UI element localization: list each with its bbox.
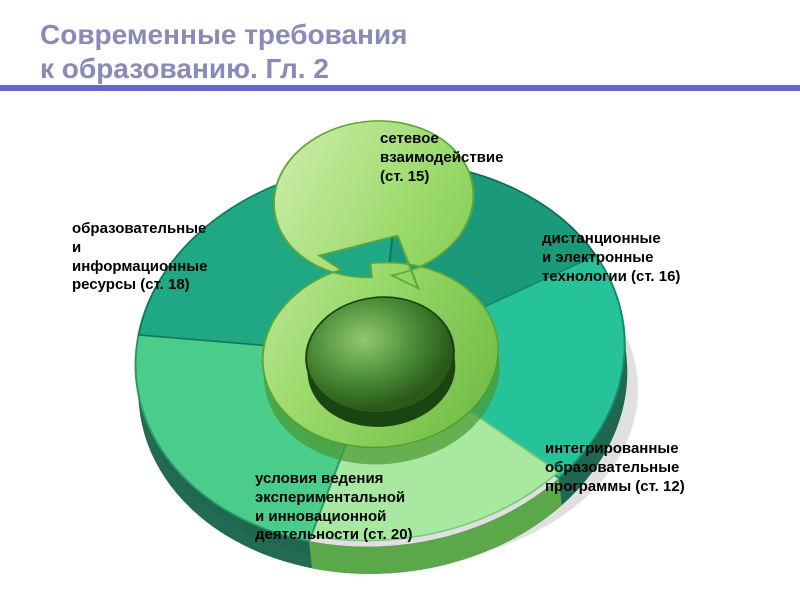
header-bar <box>0 85 800 91</box>
label-integ: интегрированныеобразовательныепрограммы … <box>545 440 685 496</box>
label-edu: образовательныеиинформационныересурсы (с… <box>72 220 207 295</box>
cycle-diagram: сетевоевзаимодействие(ст. 15) дистанцион… <box>50 100 750 580</box>
label-dist: дистанционныеи электронныетехнологии (ст… <box>542 230 680 286</box>
page-title: Современные требования к образованию. Гл… <box>40 18 408 85</box>
title-line2: к образованию. Гл. 2 <box>40 52 408 86</box>
title-line1: Современные требования <box>40 18 408 52</box>
label-cond: условия веденияэкспериментальнойи иннова… <box>255 470 413 545</box>
label-net: сетевоевзаимодействие(ст. 15) <box>380 130 503 186</box>
